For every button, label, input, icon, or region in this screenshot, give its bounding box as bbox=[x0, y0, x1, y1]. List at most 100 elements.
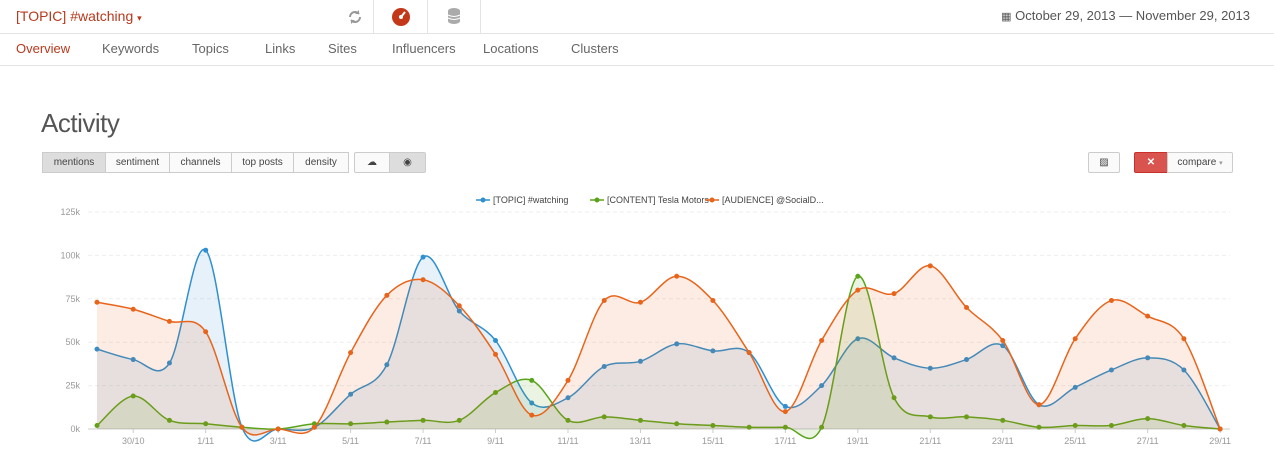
data-point bbox=[964, 304, 970, 310]
database-icon[interactable] bbox=[446, 7, 462, 25]
data-point bbox=[1108, 298, 1114, 304]
data-point bbox=[94, 423, 100, 429]
data-point bbox=[1108, 423, 1114, 429]
x-tick-label: 23/11 bbox=[992, 436, 1014, 446]
legend-dot bbox=[709, 197, 715, 203]
nav-item[interactable]: Keywords bbox=[102, 41, 160, 56]
data-point bbox=[130, 357, 136, 363]
data-point bbox=[855, 287, 861, 293]
nav-item[interactable]: Sites bbox=[328, 41, 357, 56]
data-point bbox=[384, 292, 390, 298]
eye-button[interactable]: ◉ bbox=[389, 152, 426, 173]
compare-button[interactable]: compare ▾ bbox=[1167, 152, 1233, 173]
nav-item[interactable]: Topics bbox=[192, 41, 229, 56]
legend-dot bbox=[480, 197, 486, 203]
x-tick-label: 5/11 bbox=[342, 436, 359, 446]
data-point bbox=[94, 299, 100, 305]
nav-item[interactable]: Overview bbox=[16, 41, 71, 56]
nav-item[interactable]: Clusters bbox=[571, 41, 619, 56]
data-point bbox=[384, 419, 390, 425]
remove-button[interactable]: ✕ bbox=[1134, 152, 1168, 173]
cloud-button[interactable]: ☁ bbox=[354, 152, 390, 173]
series-line bbox=[96, 248, 1221, 442]
data-point bbox=[674, 273, 680, 279]
data-point bbox=[710, 298, 716, 304]
data-point bbox=[456, 303, 462, 309]
nav-item[interactable]: Influencers bbox=[392, 41, 456, 56]
data-point bbox=[275, 426, 281, 432]
view-button[interactable]: top posts bbox=[231, 152, 294, 173]
data-point bbox=[348, 350, 354, 356]
data-point bbox=[565, 417, 571, 423]
nav-bar bbox=[0, 34, 1274, 66]
view-button[interactable]: channels bbox=[169, 152, 232, 173]
view-button[interactable]: sentiment bbox=[105, 152, 170, 173]
data-point bbox=[1072, 384, 1078, 390]
data-point bbox=[529, 400, 535, 406]
data-point bbox=[311, 424, 317, 430]
x-tick-label: 19/11 bbox=[847, 436, 869, 446]
data-point bbox=[891, 395, 897, 401]
x-tick-label: 17/11 bbox=[774, 436, 796, 446]
data-point bbox=[529, 412, 535, 418]
divider bbox=[480, 0, 481, 33]
data-point bbox=[1036, 402, 1042, 408]
refresh-icon[interactable] bbox=[346, 8, 364, 26]
legend-label: [CONTENT] Tesla Motors bbox=[607, 195, 709, 205]
data-point bbox=[203, 329, 209, 335]
data-point bbox=[1072, 336, 1078, 342]
data-point bbox=[601, 414, 607, 420]
dashboard-icon[interactable] bbox=[390, 6, 412, 26]
data-point bbox=[601, 364, 607, 370]
legend-label: [TOPIC] #watching bbox=[493, 195, 568, 205]
data-point bbox=[456, 417, 462, 423]
data-point bbox=[674, 421, 680, 427]
image-button[interactable]: ▨ bbox=[1088, 152, 1120, 173]
data-point bbox=[637, 358, 643, 364]
view-button[interactable]: density bbox=[293, 152, 349, 173]
data-point bbox=[1000, 417, 1006, 423]
topic-title[interactable]: [TOPIC] #watching ▾ bbox=[16, 8, 142, 24]
data-point bbox=[1145, 313, 1151, 319]
data-point bbox=[1036, 424, 1042, 430]
data-point bbox=[130, 306, 136, 312]
data-point bbox=[1108, 367, 1114, 373]
data-point bbox=[348, 391, 354, 397]
data-point bbox=[637, 299, 643, 305]
date-range[interactable]: ▦ October 29, 2013 — November 29, 2013 bbox=[1001, 8, 1250, 23]
data-point bbox=[964, 414, 970, 420]
data-point bbox=[891, 291, 897, 297]
x-tick-label: 25/11 bbox=[1064, 436, 1086, 446]
data-point bbox=[166, 360, 172, 366]
nav-item[interactable]: Links bbox=[265, 41, 296, 56]
data-point bbox=[782, 409, 788, 415]
view-button[interactable]: mentions bbox=[42, 152, 106, 173]
series-area bbox=[97, 249, 1221, 441]
x-tick-label: 13/11 bbox=[630, 436, 652, 446]
data-point bbox=[927, 414, 933, 420]
divider bbox=[373, 0, 374, 33]
data-point bbox=[1217, 426, 1223, 432]
data-point bbox=[1181, 336, 1187, 342]
x-tick-label: 9/11 bbox=[487, 436, 504, 446]
data-point bbox=[782, 424, 788, 430]
data-point bbox=[637, 417, 643, 423]
data-point bbox=[746, 424, 752, 430]
nav-item[interactable]: Locations bbox=[483, 41, 539, 56]
data-point bbox=[456, 308, 462, 314]
data-point bbox=[1000, 343, 1006, 349]
x-tick-label: 11/11 bbox=[557, 436, 578, 446]
data-point bbox=[674, 341, 680, 347]
x-tick-label: 7/11 bbox=[415, 436, 432, 446]
legend-label: [AUDIENCE] @SocialD... bbox=[722, 195, 824, 205]
data-point bbox=[529, 377, 535, 383]
x-tick-label: 30/10 bbox=[122, 436, 145, 446]
data-point bbox=[420, 417, 426, 423]
compare-label: compare bbox=[1177, 157, 1217, 168]
section-title: Activity bbox=[41, 108, 120, 138]
chart: 0k 25k 50k 75k 100k 125k 30/10 1/11 3/11 5/11 7/11… bbox=[60, 195, 1231, 446]
data-point bbox=[927, 365, 933, 371]
series-area bbox=[97, 265, 1221, 435]
x-tick-label: 21/11 bbox=[919, 436, 941, 446]
data-point bbox=[94, 346, 100, 352]
